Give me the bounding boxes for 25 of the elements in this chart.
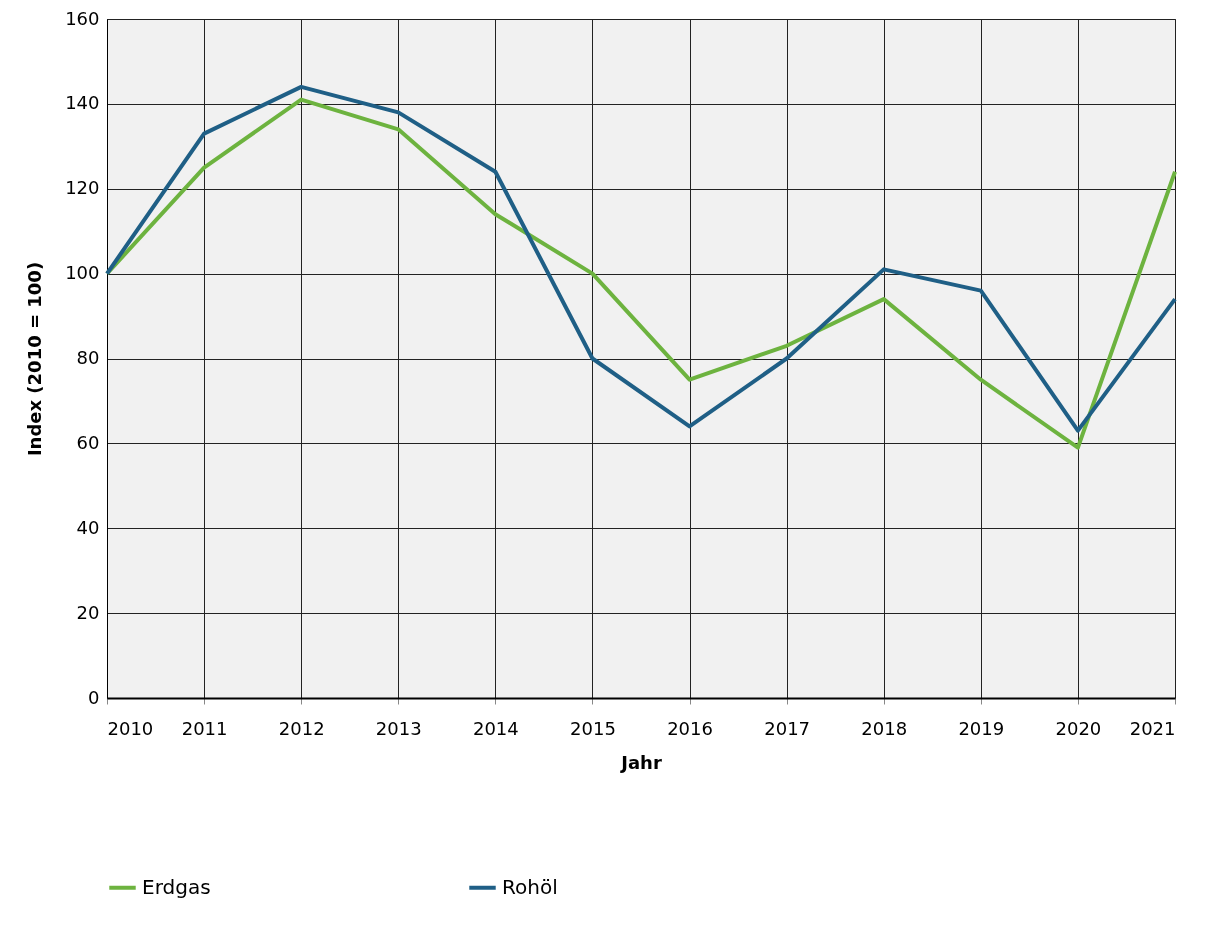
y-tick-label: 120 bbox=[65, 177, 100, 199]
x-tick-label: 2020 bbox=[1055, 717, 1102, 739]
y-tick-label: 60 bbox=[76, 431, 100, 453]
x-tick-label: 2021 bbox=[1129, 717, 1176, 739]
x-tick-label: 2010 bbox=[107, 717, 154, 739]
y-tick-label: 20 bbox=[76, 601, 100, 623]
y-tick-label: 140 bbox=[65, 92, 100, 114]
x-tick-label: 2014 bbox=[472, 717, 519, 739]
x-axis-title: Jahr bbox=[619, 751, 662, 773]
x-tick-label: 2016 bbox=[667, 717, 713, 739]
y-tick-label: 80 bbox=[76, 347, 100, 368]
y-tick-label: 0 bbox=[88, 686, 100, 708]
x-tick-label: 2011 bbox=[181, 717, 228, 739]
y-tick-label: 40 bbox=[76, 516, 100, 538]
legend-label: Erdgas bbox=[142, 874, 211, 899]
x-tick-label: 2017 bbox=[764, 717, 811, 739]
x-tick-label: 2013 bbox=[375, 717, 422, 739]
legend-label: Rohöl bbox=[502, 874, 558, 899]
x-tick-label: 2018 bbox=[861, 717, 908, 739]
x-tick-label: 2019 bbox=[958, 717, 1005, 739]
y-tick-label: 100 bbox=[65, 262, 100, 284]
x-tick-label: 2015 bbox=[570, 717, 616, 739]
x-tick-label: 2012 bbox=[278, 717, 325, 739]
y-axis-title: Index (2010 = 100) bbox=[24, 261, 46, 457]
y-tick-label: 160 bbox=[65, 7, 100, 29]
